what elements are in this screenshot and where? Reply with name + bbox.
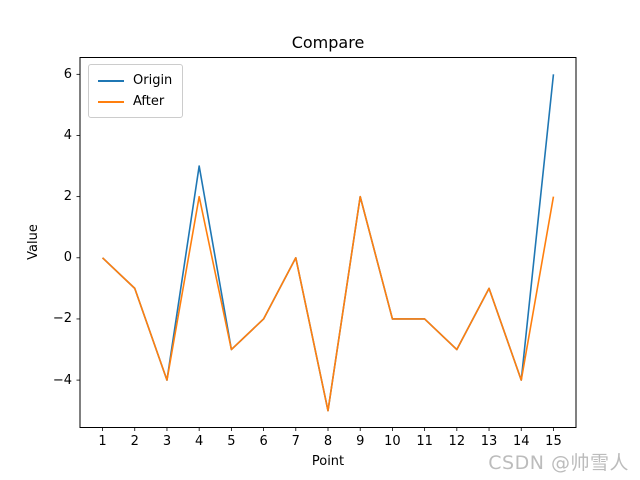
- y-tick-label: 0: [63, 250, 72, 266]
- watermark: CSDN @帅雪人: [488, 452, 629, 474]
- x-tick-label: 8: [323, 433, 333, 449]
- y-tick-label: −4: [52, 372, 72, 388]
- legend-entry-after: After: [98, 91, 172, 112]
- x-tick-label: 12: [448, 433, 466, 449]
- x-tick-label: 11: [416, 433, 433, 449]
- origin-line-swatch: [98, 79, 124, 82]
- legend-label-after: After: [133, 94, 165, 109]
- x-tick-label: 6: [259, 433, 268, 449]
- x-tick-label: 10: [384, 433, 401, 449]
- after-line: [101, 195, 555, 412]
- x-axis-label: Point: [311, 454, 345, 469]
- y-tick-label: 2: [63, 189, 72, 205]
- x-tick-label: 15: [545, 433, 562, 449]
- x-tick-label: 2: [130, 433, 139, 449]
- legend-label-origin: Origin: [133, 73, 173, 88]
- y-axis-label: Value: [26, 224, 41, 260]
- x-tick-label: 14: [512, 433, 530, 449]
- x-tick-label: 5: [227, 433, 236, 449]
- y-tick-label: 6: [63, 66, 72, 82]
- x-tick-label: 3: [162, 433, 172, 449]
- x-tick-label: 4: [195, 433, 204, 449]
- x-tick-label: 1: [98, 433, 107, 449]
- after-line-swatch: [98, 100, 124, 103]
- legend-entry-origin: Origin: [98, 70, 172, 91]
- x-tick-label: 9: [356, 433, 365, 449]
- chart-title: Compare: [291, 33, 365, 52]
- legend: Origin After: [88, 64, 184, 118]
- x-tick-label: 7: [291, 433, 300, 449]
- y-tick-label: 4: [63, 127, 72, 143]
- x-tick-label: 13: [480, 433, 498, 449]
- y-tick-label: −2: [52, 311, 72, 327]
